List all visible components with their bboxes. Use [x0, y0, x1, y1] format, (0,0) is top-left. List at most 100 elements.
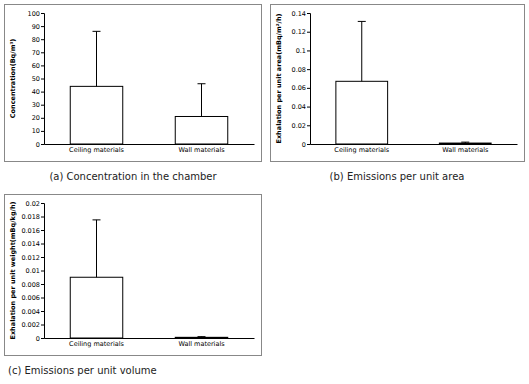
- y-tick-mark: [307, 125, 310, 126]
- error-line: [361, 21, 362, 81]
- y-tick-mark: [41, 52, 44, 53]
- y-tick-label: 100: [28, 10, 40, 18]
- y-tick: 0.04: [292, 103, 310, 111]
- plot: 00.020.040.060.080.10.120.14Ceiling mate…: [292, 10, 518, 154]
- error-bar: [358, 21, 366, 81]
- x-tick-label: Wall materials: [178, 146, 225, 154]
- y-tick: 0.12: [292, 28, 310, 36]
- y-tick: 0: [36, 335, 44, 343]
- y-tick-mark: [41, 325, 44, 326]
- y-tick-label: 0.01: [26, 267, 40, 275]
- x-tick-label: Ceiling materials: [334, 146, 389, 154]
- y-tick-label: 40: [32, 88, 40, 96]
- y-axis: 0 10 20 30 40 50 60 70 80 90 100: [28, 10, 45, 149]
- y-tick: 0.014: [21, 240, 44, 248]
- x-tick-label: Wall materials: [442, 146, 489, 154]
- y-tick: 0.004: [21, 308, 44, 316]
- bar: [70, 86, 123, 144]
- y-axis-line: [41, 14, 45, 145]
- y-tick-label: 0.014: [21, 240, 40, 248]
- y-tick-label: 0.008: [21, 281, 40, 289]
- panel-frame: [5, 195, 262, 356]
- y-tick-mark: [41, 39, 44, 40]
- y-tick-mark: [307, 32, 310, 33]
- y-axis: 00.020.040.060.080.10.120.14: [292, 10, 311, 149]
- error-bar: [461, 142, 469, 144]
- y-tick-label: 20: [32, 114, 40, 122]
- y-tick-mark: [41, 131, 44, 132]
- y-axis-title: Concentration(Bq/m³): [9, 39, 17, 118]
- y-tick-label: 0.012: [21, 254, 40, 262]
- y-tick: 0.02: [292, 122, 310, 130]
- error-cap: [198, 83, 206, 84]
- y-tick: 0.012: [21, 254, 44, 262]
- y-tick-label: 0.14: [292, 10, 306, 18]
- y-tick: 70: [32, 49, 44, 57]
- x-tick: Wall materials: [442, 144, 489, 154]
- y-tick-label: 0.002: [21, 321, 40, 329]
- y-tick: 0.06: [292, 84, 310, 92]
- y-tick: 10: [32, 127, 44, 135]
- x-axis: Ceiling materials Wall materials: [45, 338, 255, 348]
- y-tick-mark: [41, 92, 44, 93]
- plot: 0102030405060708090100Ceiling materialsW…: [28, 10, 255, 154]
- y-tick-mark: [41, 105, 44, 106]
- error-cap: [198, 336, 206, 337]
- bar: [70, 277, 123, 338]
- y-tick-label: 0.004: [21, 308, 40, 316]
- y-tick-mark: [41, 257, 44, 258]
- error-bar: [198, 84, 206, 117]
- error-bar: [93, 220, 101, 277]
- error-cap: [461, 142, 469, 143]
- figure: 0 10 20 30 40 50 60 70 80 90 100 Ceiling materials W…: [0, 0, 529, 384]
- panel: 0102030405060708090100Ceiling materialsW…: [5, 5, 262, 162]
- y-tick: 0: [36, 141, 44, 149]
- x-tick-label: Ceiling materials: [69, 340, 124, 348]
- panel-frame: [271, 5, 525, 162]
- y-tick: 0.1: [296, 47, 310, 55]
- y-tick: 0.02: [26, 200, 44, 208]
- y-tick-mark: [41, 298, 44, 299]
- y-tick-label: 0: [36, 335, 40, 343]
- error-bar: [93, 31, 101, 86]
- y-tick: 0.01: [26, 267, 44, 275]
- plot: 0 0.002 0.004 0.006 0.008 0.01 0.012 0.014 0.016…: [21, 200, 254, 348]
- y-tick-label: 80: [32, 36, 40, 44]
- y-tick-label: 0: [36, 141, 40, 149]
- y-tick: 0.14: [292, 10, 310, 18]
- x-tick: Wall materials: [178, 338, 225, 348]
- y-axis-title: Exhalation per unit area(mBq/m²/h): [275, 13, 283, 143]
- y-tick-mark: [41, 244, 44, 245]
- y-tick-mark: [41, 284, 44, 285]
- error-line: [201, 84, 202, 117]
- y-tick-mark: [41, 118, 44, 119]
- y-tick: 0.016: [21, 227, 44, 235]
- y-tick-label: 50: [32, 75, 40, 83]
- y-axis-line: [41, 204, 45, 339]
- panel: 00.020.040.060.080.10.120.14Ceiling mate…: [271, 5, 525, 162]
- y-tick-label: 0: [302, 141, 306, 149]
- y-tick: 0: [302, 141, 310, 149]
- y-tick-mark: [41, 230, 44, 231]
- marks: [70, 31, 228, 144]
- caption: (b) Emissions per unit area: [330, 171, 465, 182]
- panel: 0 0.002 0.004 0.006 0.008 0.01 0.012 0.014 0.016…: [5, 195, 262, 356]
- y-tick-label: 0.016: [21, 227, 40, 235]
- y-tick-mark: [41, 203, 44, 204]
- y-tick-label: 70: [32, 49, 40, 57]
- x-tick: Wall materials: [178, 144, 225, 154]
- y-tick-label: 0.02: [26, 200, 40, 208]
- y-tick-label: 0.12: [292, 28, 306, 36]
- y-axis: 0 0.002 0.004 0.006 0.008 0.01 0.012 0.014 0.016…: [21, 200, 44, 343]
- y-tick-mark: [307, 107, 310, 108]
- error-cap: [93, 219, 101, 220]
- y-tick-label: 90: [32, 23, 40, 31]
- y-tick-mark: [307, 50, 310, 51]
- y-tick-label: 30: [32, 101, 40, 109]
- y-tick: 20: [32, 114, 44, 122]
- y-tick-label: 60: [32, 62, 40, 70]
- y-tick-mark: [307, 88, 310, 89]
- y-tick-mark: [41, 217, 44, 218]
- y-tick-label: 0.02: [292, 122, 306, 130]
- y-tick-label: 0.006: [21, 294, 40, 302]
